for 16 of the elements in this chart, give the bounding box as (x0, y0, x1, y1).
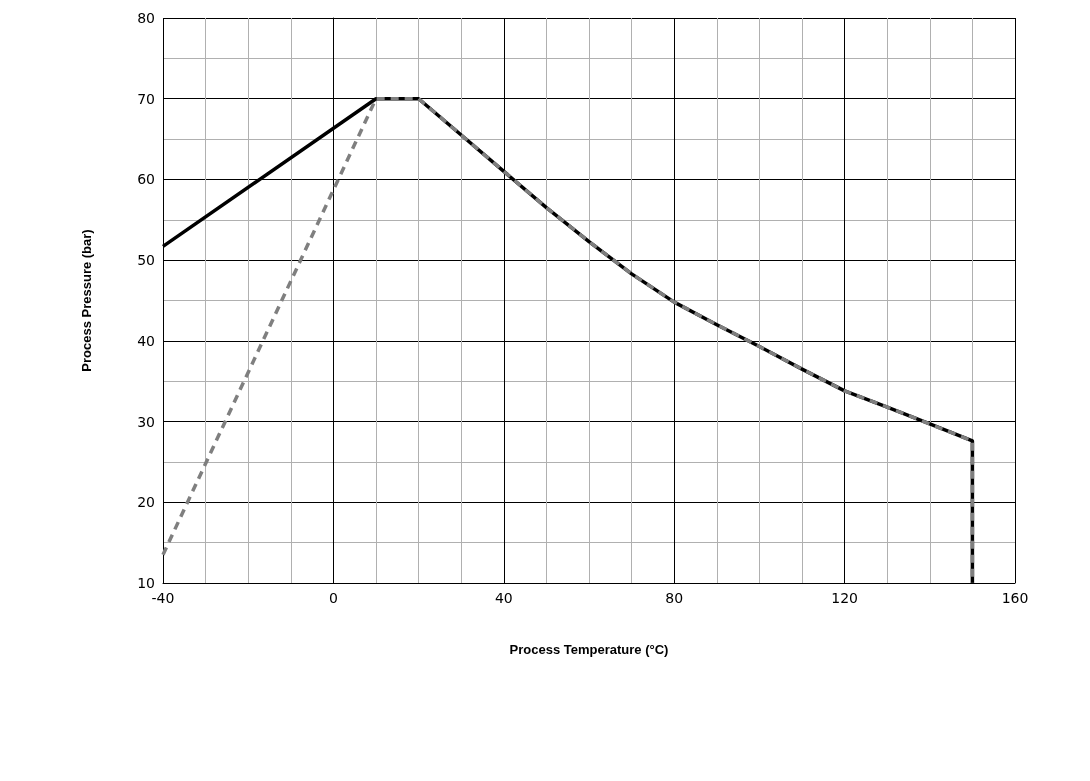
x-tick-label: 40 (494, 590, 513, 606)
y-tick-label: 70 (137, 90, 155, 107)
y-axis-title: Process Pressure (bar) (79, 229, 94, 372)
x-axis-title: Process Temperature (°C) (509, 642, 669, 657)
y-tick-label: 40 (137, 332, 155, 349)
x-tick-label: 120 (831, 590, 858, 606)
y-tick-label: 50 (137, 252, 155, 269)
x-tick-label: 160 (1001, 590, 1029, 606)
y-tick-label: 80 (137, 10, 155, 26)
x-tick-label: 80 (665, 590, 684, 606)
y-tick-label: 10 (137, 575, 155, 591)
y-tick-label: 20 (137, 494, 155, 511)
x-tick-label: -40 (151, 590, 175, 606)
y-tick-label: 60 (137, 171, 155, 188)
y-tick-label: 30 (137, 413, 155, 430)
x-tick-label: 0 (328, 590, 338, 606)
